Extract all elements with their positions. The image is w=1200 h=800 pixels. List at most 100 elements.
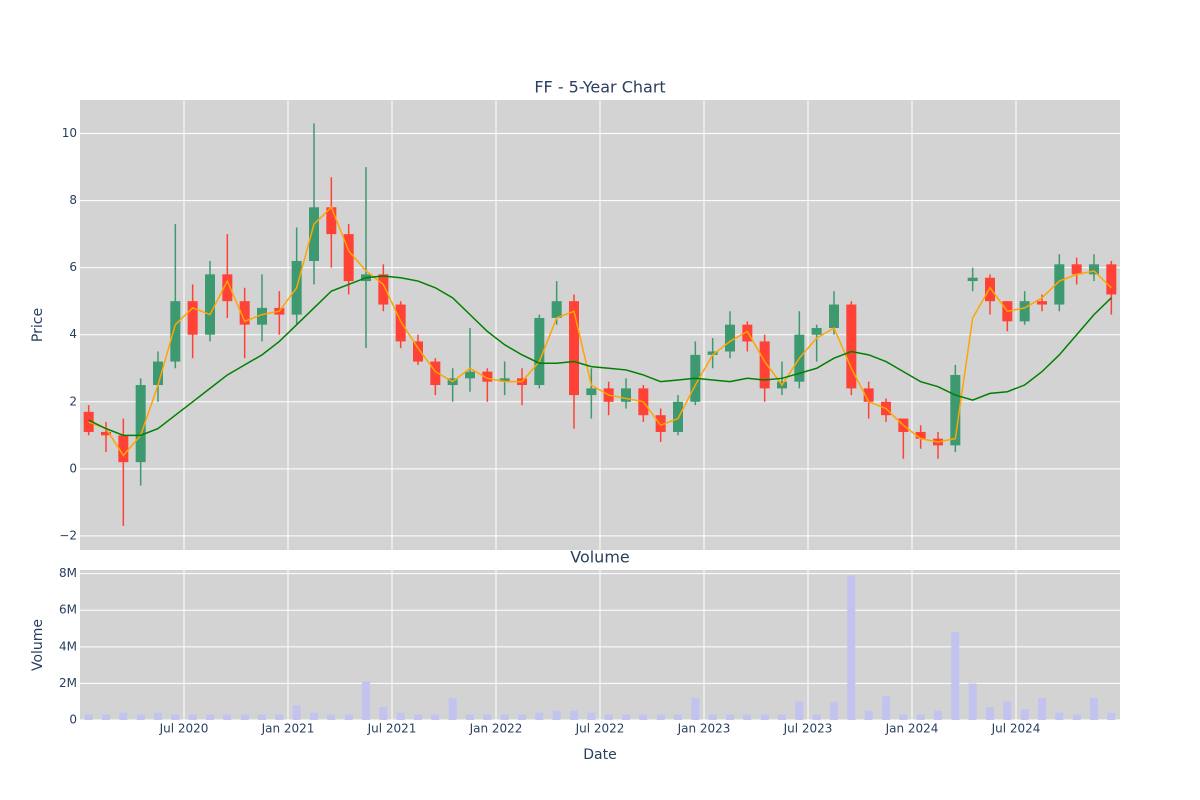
volume-bar — [778, 714, 786, 720]
candle-body — [1106, 264, 1117, 295]
volume-bar — [240, 714, 249, 720]
candle-body — [465, 371, 475, 379]
volume-bar — [1090, 698, 1098, 720]
volume-bar — [795, 701, 804, 720]
volume-bar — [552, 710, 561, 720]
candle-body — [707, 351, 718, 355]
volume-bar — [708, 714, 717, 720]
x-tick-label: Jul 2022 — [575, 722, 625, 736]
y-axis-title: Price — [30, 308, 46, 342]
volume-bar — [1020, 709, 1029, 720]
volume-bar — [206, 714, 214, 720]
candle-body — [222, 274, 233, 302]
x-tick-label: Jan 2023 — [677, 722, 731, 736]
candle-body — [257, 307, 267, 325]
volume-bar — [847, 575, 856, 720]
volume-bar — [223, 714, 232, 720]
candle-body — [759, 341, 770, 389]
volume-bar — [691, 698, 700, 720]
volume-bar — [275, 714, 284, 720]
volume-bar — [1107, 712, 1116, 720]
candle-body — [343, 234, 354, 282]
volume-bar — [327, 714, 336, 720]
candle-body — [1071, 264, 1082, 275]
y-tick-label: 4 — [69, 327, 77, 341]
candle-body — [967, 277, 978, 282]
candle-body — [950, 374, 961, 446]
x-tick-label: Jul 2023 — [783, 722, 833, 736]
volume-bar — [188, 714, 197, 720]
volume-bar — [84, 714, 93, 720]
volume-bar — [344, 714, 353, 720]
volume-bar — [570, 710, 578, 720]
volume-bar — [916, 714, 925, 720]
x-tick-label: Jul 2021 — [367, 722, 417, 736]
candle-body — [153, 361, 163, 386]
candle-body — [413, 341, 423, 362]
volume-bar — [1003, 701, 1012, 720]
candle-body — [569, 301, 579, 396]
x-tick-label: Jul 2024 — [991, 722, 1041, 736]
candle-body — [482, 371, 493, 382]
volume-bar — [362, 681, 370, 720]
volume-bar — [119, 712, 128, 720]
candle-body — [725, 324, 735, 352]
volume-bar — [154, 712, 162, 720]
volume-bar — [864, 710, 873, 720]
moving-average-line — [88, 205, 1112, 457]
candle-body — [863, 388, 874, 402]
y-tick-label: 10 — [62, 126, 77, 140]
candle-body — [586, 388, 597, 396]
volume-bar — [639, 714, 648, 720]
y-tick-label: 8M — [59, 566, 77, 580]
volume-bar — [414, 714, 422, 720]
candle-body — [551, 301, 562, 318]
candle-body — [118, 435, 129, 463]
volume-bar — [1072, 714, 1081, 720]
candle-body — [1089, 264, 1099, 275]
volume-bar — [587, 712, 596, 720]
y-tick-label: 2 — [69, 394, 77, 408]
x-axis-title: Date — [583, 747, 616, 763]
volume-bar — [483, 714, 492, 720]
volume-bar — [171, 714, 180, 720]
y-tick-label: 4M — [59, 639, 77, 653]
moving-average-line — [88, 275, 1112, 437]
y-tick-label: 8 — [69, 193, 77, 207]
candle-body — [829, 304, 839, 329]
candle-body — [621, 388, 631, 402]
volume-bar — [535, 712, 544, 720]
candle-body — [915, 431, 926, 439]
volume-bar — [622, 714, 630, 720]
volume-bar — [136, 714, 145, 720]
candle-body — [326, 207, 337, 235]
candle-body — [135, 385, 146, 463]
volume-bar — [656, 714, 665, 720]
candle-body — [673, 401, 683, 432]
candle-body — [187, 301, 198, 335]
volume-bar — [760, 714, 769, 720]
volume-bar — [726, 714, 734, 720]
chart-title: FF - 5-Year Chart — [534, 78, 665, 97]
candle-body — [239, 301, 250, 325]
y-tick-label: 6M — [59, 603, 77, 617]
volume-bar — [812, 714, 821, 720]
volume-bar — [448, 698, 457, 720]
candle-body — [1019, 301, 1030, 322]
volume-bar — [466, 714, 474, 720]
y-axis-title: Volume — [30, 619, 46, 671]
volume-bar — [1055, 712, 1064, 720]
candle-body — [430, 361, 441, 386]
y-tick-label: 2M — [59, 676, 77, 690]
volume-bar — [899, 714, 908, 720]
candle-body — [309, 207, 319, 261]
volume-title: Volume — [570, 548, 630, 567]
volume-bar — [830, 701, 838, 720]
volume-bar — [310, 712, 318, 720]
candle-body — [1037, 301, 1047, 305]
y-tick-label: −2 — [59, 528, 77, 542]
volume-bar — [882, 696, 890, 720]
y-tick-label: 0 — [69, 713, 77, 727]
volume-bar — [518, 714, 526, 720]
volume-bar — [396, 712, 405, 720]
